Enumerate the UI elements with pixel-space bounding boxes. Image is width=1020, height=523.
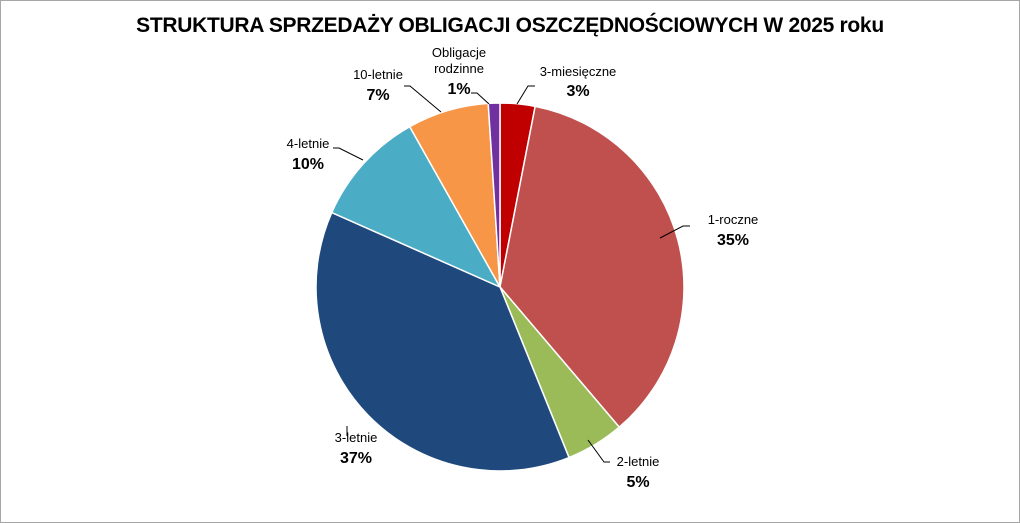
chart-title: STRUKTURA SPRZEDAŻY OBLIGACJI OSZCZĘDNOŚ… [136, 14, 884, 37]
label-1r-name: 1-roczne [708, 212, 759, 227]
label-2l-pct: 5% [626, 474, 649, 491]
leader-lines [333, 85, 690, 463]
label-2l-name: 2-letnie [617, 454, 660, 469]
data-labels: 3-miesięczne 3% 1-roczne 35% 2-letnie 5%… [287, 45, 759, 491]
label-3l-pct: 37% [340, 450, 372, 467]
label-1r-pct: 35% [717, 232, 749, 249]
pie-slices [315, 102, 685, 472]
label-4l-name: 4-letnie [287, 136, 330, 151]
label-3l-name: 3-letnie [335, 430, 378, 445]
pie-slice-1-roczne [499, 105, 685, 429]
label-rod-pct: 1% [447, 81, 470, 98]
label-10l-pct: 7% [366, 87, 389, 104]
label-3m-name: 3-miesięczne [540, 64, 617, 79]
label-4l-pct: 10% [292, 156, 324, 173]
pie-slice-3-letnie [315, 211, 571, 472]
label-rod-name1: Obligacje [432, 45, 486, 60]
label-3m-pct: 3% [566, 83, 589, 100]
pie-slice-4-letnie [330, 125, 502, 289]
label-10l-name: 10-letnie [353, 67, 403, 82]
label-rod-name2: rodzinne [434, 61, 484, 76]
